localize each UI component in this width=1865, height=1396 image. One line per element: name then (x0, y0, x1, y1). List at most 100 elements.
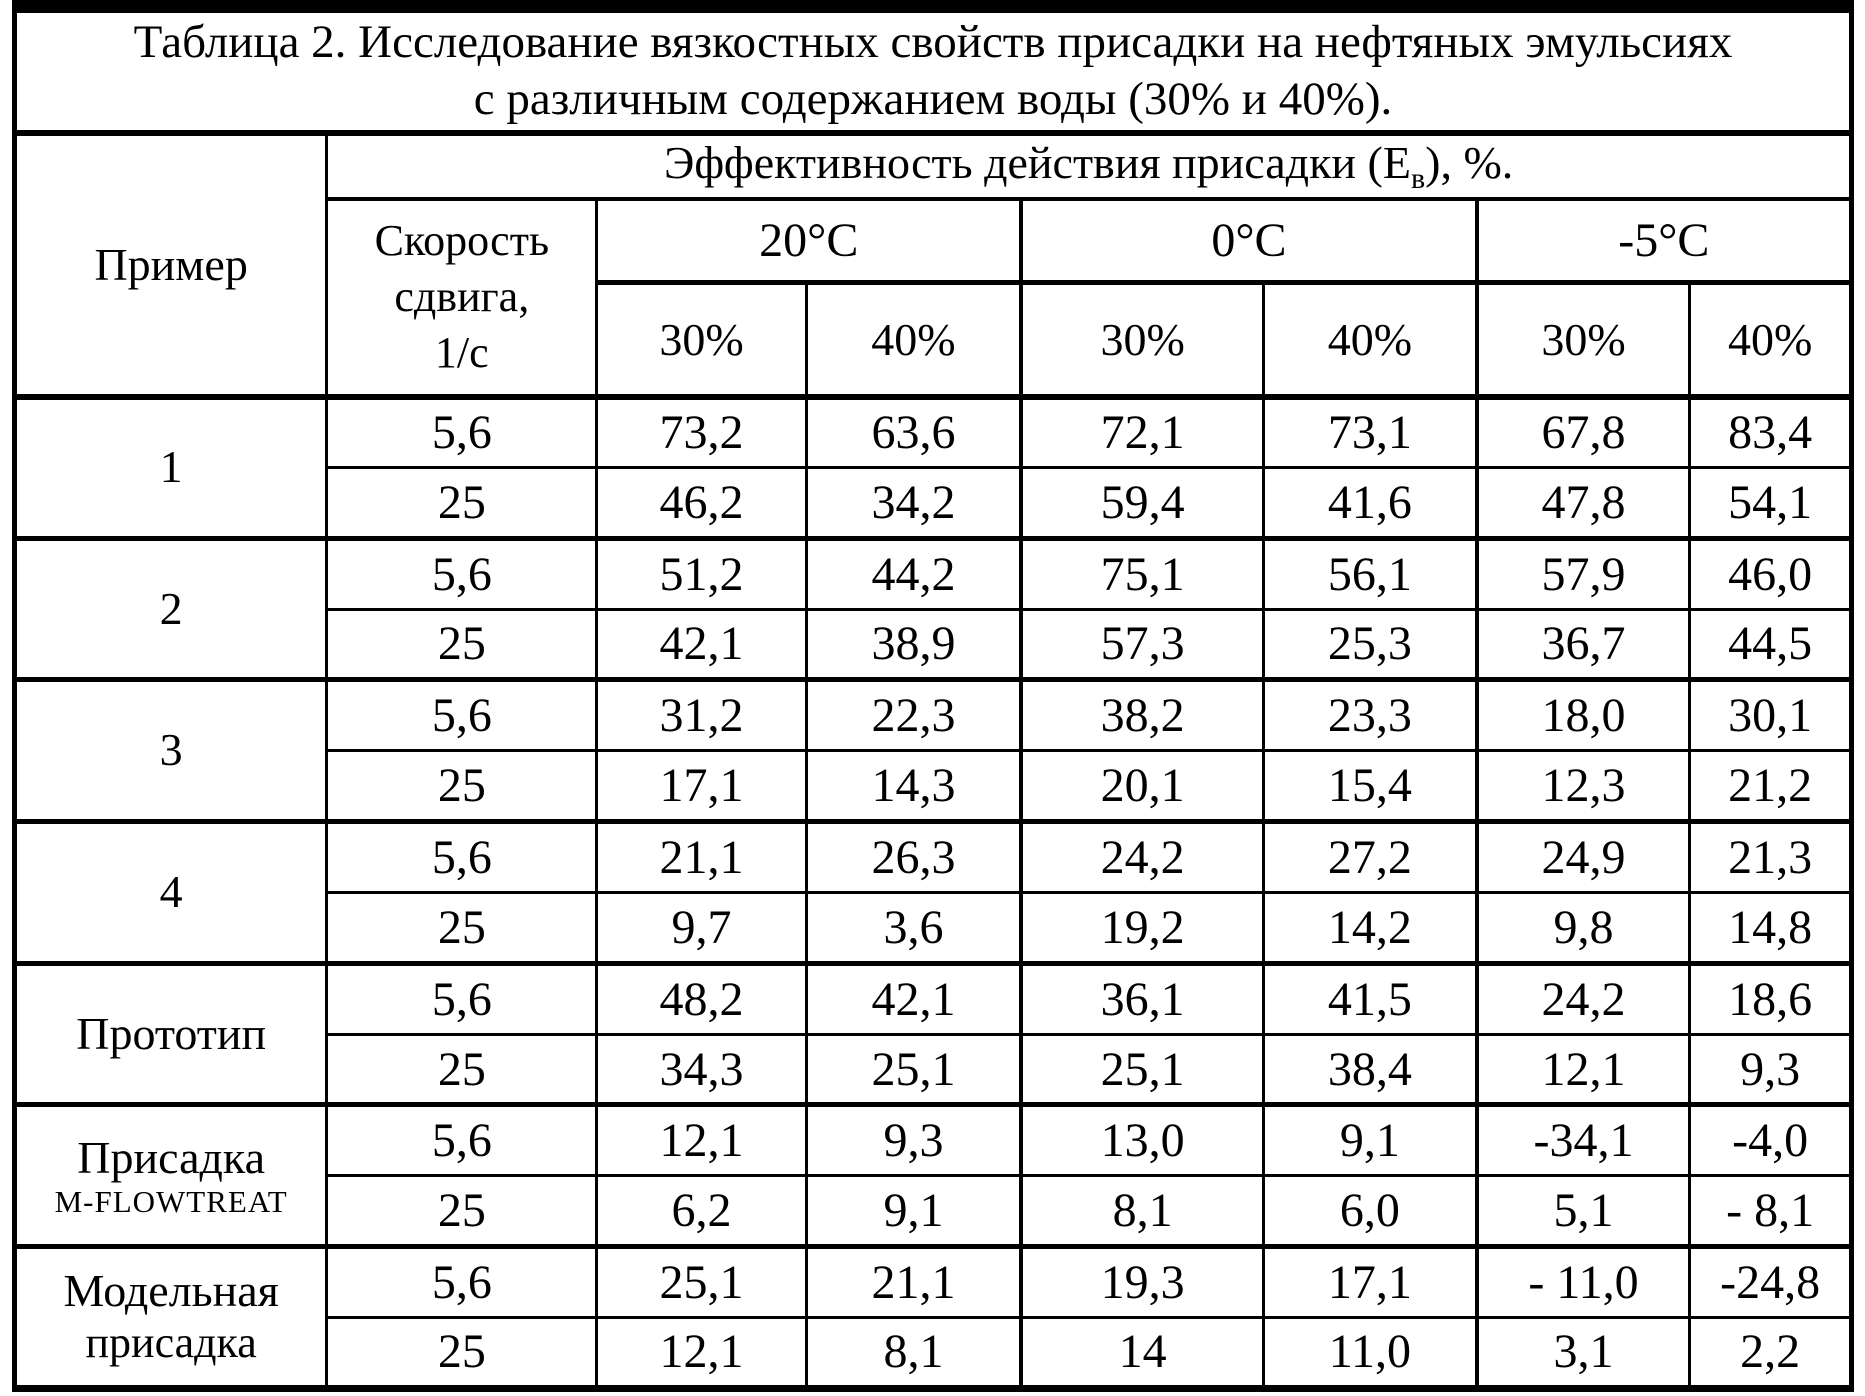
effectiveness-value: 15,4 (1262, 749, 1479, 824)
effectiveness-value: 27,2 (1262, 819, 1479, 894)
effectiveness-value: 18,6 (1688, 960, 1853, 1036)
effectiveness-value: 17,1 (595, 749, 808, 824)
table-body: 1 5,6 73,2 63,6 72,1 73,1 67,8 83,4 25 46,2 34,2 59… (12, 394, 1853, 1391)
effectiveness-value: 21,3 (1688, 819, 1853, 894)
column-header-example: Пример (12, 131, 329, 400)
effectiveness-value: 25,3 (1262, 607, 1479, 682)
header-row-effectiveness: Пример Эффективность действия присадки (… (12, 131, 1853, 400)
effectiveness-value: 24,2 (1019, 819, 1266, 894)
effectiveness-value: 20,1 (1019, 749, 1266, 824)
effectiveness-value: 34,3 (595, 1032, 808, 1107)
example-label: 1 (12, 394, 329, 540)
example-label-line1: Модельная (63, 1265, 279, 1317)
column-header-pct-0-30: 30% (1019, 281, 1266, 400)
example-label: Модельная присадка (12, 1244, 329, 1390)
example-label-line1: 3 (159, 724, 183, 776)
effectiveness-value: 72,1 (1019, 394, 1266, 469)
effectiveness-value: 3,6 (805, 890, 1023, 965)
column-header-pct-20-30: 30% (595, 281, 808, 400)
table-row: 2 5,6 51,2 44,2 75,1 56,1 57,9 46,0 (12, 535, 1853, 682)
effectiveness-value: 41,6 (1262, 465, 1479, 540)
effectiveness-value: 23,3 (1262, 677, 1479, 753)
effectiveness-value: 57,9 (1474, 535, 1692, 611)
effectiveness-value: 13,0 (1019, 1102, 1266, 1178)
effectiveness-value: 21,2 (1688, 749, 1853, 824)
column-header-temp-0: 0°C (1019, 197, 1479, 285)
shear-rate-value: 25 (325, 1032, 599, 1107)
shear-rate-value: 25 (325, 1174, 599, 1249)
effectiveness-value: 19,3 (1019, 1244, 1266, 1319)
effectiveness-value: 36,1 (1019, 960, 1266, 1036)
effectiveness-value: 67,8 (1474, 394, 1692, 469)
effectiveness-value: 54,1 (1688, 465, 1853, 540)
effectiveness-value: 57,3 (1019, 607, 1266, 682)
effectiveness-value: 56,1 (1262, 535, 1479, 611)
shear-rate-value: 5,6 (325, 1244, 599, 1319)
effectiveness-value: 22,3 (805, 677, 1023, 753)
effectiveness-value: 11,0 (1262, 1315, 1479, 1391)
table-row: Присадка M-FLOWTREAT 5,6 12,1 9,3 13,0 9,1 -34,… (12, 1102, 1853, 1249)
effectiveness-value: 38,4 (1262, 1032, 1479, 1107)
table-title-row: Таблица 2. Исследование вязкостных свойс… (13, 5, 1853, 136)
effectiveness-value: 2,2 (1688, 1315, 1853, 1391)
effectiveness-value: 83,4 (1688, 394, 1853, 469)
effectiveness-suffix: ), %. (1425, 136, 1514, 188)
example-label-line1: 4 (159, 865, 183, 917)
table-title-line2: с различным содержанием воды (30% и 40%)… (473, 73, 1393, 126)
effectiveness-value: 14,3 (805, 749, 1023, 824)
effectiveness-value: 41,5 (1262, 960, 1479, 1036)
effectiveness-value: 21,1 (595, 819, 808, 894)
effectiveness-value: 21,1 (805, 1244, 1023, 1319)
effectiveness-value: 46,2 (595, 465, 808, 540)
effectiveness-value: 24,9 (1474, 819, 1692, 894)
header-row-percents: 30% 40% 30% 40% 30% 40% (15, 281, 1853, 400)
shear-rate-value: 5,6 (325, 819, 599, 894)
effectiveness-value: -34,1 (1474, 1102, 1692, 1178)
effectiveness-value: 9,7 (595, 890, 808, 965)
example-label-line1: Присадка (77, 1131, 265, 1183)
table-row: 25 6,2 9,1 8,1 6,0 5,1- 8,1 (15, 1174, 1853, 1249)
effectiveness-value: 38,2 (1019, 677, 1266, 753)
effectiveness-text: Эффективность действия присадки (Е (664, 136, 1411, 188)
table-row: 25 12,1 8,1 14 11,0 3,1 2,2 (15, 1315, 1853, 1391)
table-row: 3 5,6 31,2 22,3 38,2 23,3 18,0 30,1 (12, 677, 1853, 824)
table-row: Прототип 5,6 48,2 42,1 36,1 41,5 24,2 18,6 (12, 960, 1853, 1107)
effectiveness-value: 5,1 (1474, 1174, 1692, 1249)
effectiveness-value: 9,3 (1688, 1032, 1853, 1107)
shear-rate-value: 25 (325, 1315, 599, 1391)
effectiveness-value: 48,2 (595, 960, 808, 1036)
effectiveness-value: 51,2 (595, 535, 808, 611)
effectiveness-value: 19,2 (1019, 890, 1266, 965)
shear-rate-value: 5,6 (325, 394, 599, 469)
effectiveness-value: 17,1 (1262, 1244, 1479, 1319)
effectiveness-value: 30,1 (1688, 677, 1853, 753)
column-header-temp-20: 20°C (595, 197, 1023, 285)
effectiveness-value: -24,8 (1688, 1244, 1853, 1319)
shear-rate-value: 25 (325, 749, 599, 824)
effectiveness-value: 34,2 (805, 465, 1023, 540)
example-label-line2: M-FLOWTREAT (54, 1184, 288, 1220)
effectiveness-value: 8,1 (805, 1315, 1023, 1391)
table-title-line1: Таблица 2. Исследование вязкостных свойс… (133, 15, 1733, 68)
shear-rate-line1: Скорость (374, 215, 550, 265)
example-label: 2 (12, 535, 329, 682)
effectiveness-value: 6,0 (1262, 1174, 1479, 1249)
shear-rate-value: 5,6 (325, 677, 599, 753)
effectiveness-value: 75,1 (1019, 535, 1266, 611)
example-label-line1: Прототип (76, 1007, 267, 1059)
effectiveness-value: 9,1 (1262, 1102, 1479, 1178)
example-label: Прототип (12, 960, 329, 1107)
shear-rate-value: 25 (325, 607, 599, 682)
effectiveness-value: 14,2 (1262, 890, 1479, 965)
example-label: Присадка M-FLOWTREAT (12, 1102, 329, 1249)
column-header-effectiveness: Эффективность действия присадки (Ев), %. (325, 131, 1853, 201)
column-header-pct-m5-40: 40% (1688, 281, 1853, 400)
effectiveness-value: 12,1 (1474, 1032, 1692, 1107)
effectiveness-value: 25,1 (595, 1244, 808, 1319)
table-row: Модельная присадка 5,6 25,1 21,1 19,3 17,1- 11… (12, 1244, 1853, 1390)
effectiveness-value: - 11,0 (1474, 1244, 1692, 1319)
effectiveness-value: 12,1 (595, 1315, 808, 1391)
effectiveness-value: 14 (1019, 1315, 1266, 1391)
table-row: 1 5,6 73,2 63,6 72,1 73,1 67,8 83,4 (12, 394, 1853, 540)
